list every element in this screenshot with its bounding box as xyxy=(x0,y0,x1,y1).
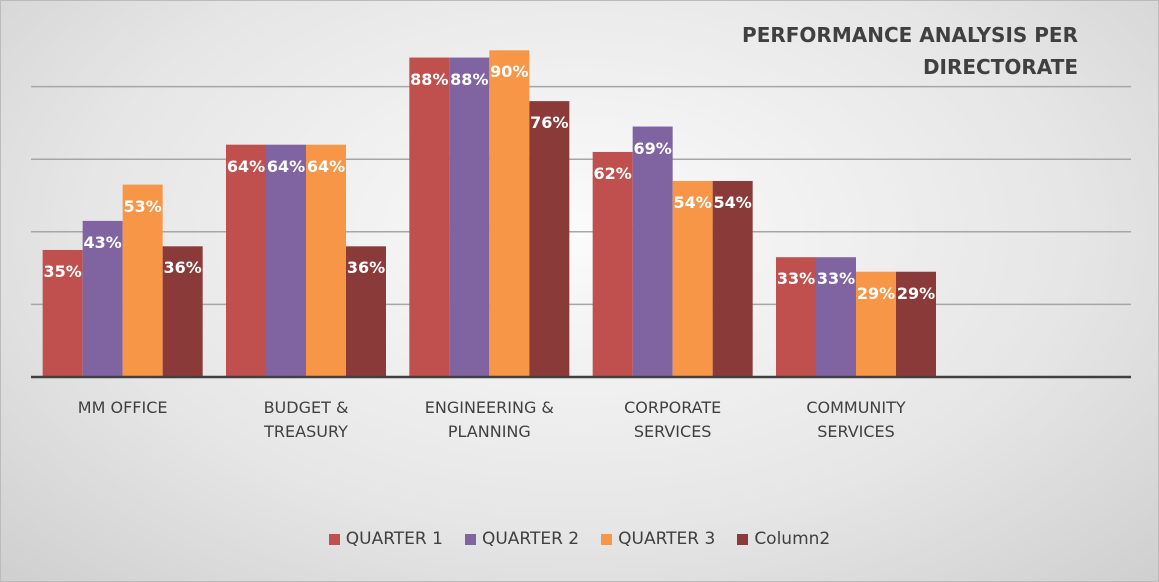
bar xyxy=(306,144,346,377)
data-label: 64% xyxy=(306,156,346,176)
bar xyxy=(632,126,673,377)
data-label: 62% xyxy=(593,163,632,183)
legend-swatch xyxy=(601,533,613,545)
data-label: 64% xyxy=(226,156,266,176)
data-label: 90% xyxy=(490,62,529,82)
legend-item: QUARTER 1 xyxy=(328,529,443,549)
data-label: 54% xyxy=(713,192,752,212)
bar xyxy=(489,50,530,378)
bar xyxy=(162,246,203,377)
legend-swatch xyxy=(737,533,749,545)
bar xyxy=(42,249,83,377)
data-label: 43% xyxy=(83,232,122,252)
data-label: 88% xyxy=(450,69,489,89)
x-tick-label: ENGINEERING & PLANNING xyxy=(424,398,554,441)
legend-label: Column2 xyxy=(754,529,831,549)
data-label: 64% xyxy=(266,156,306,176)
bar xyxy=(82,220,123,377)
data-label: 35% xyxy=(43,261,82,281)
data-label: 76% xyxy=(530,113,569,133)
data-label: 29% xyxy=(856,283,896,303)
x-tick-label: MM OFFICE xyxy=(77,398,168,417)
bar xyxy=(712,180,753,377)
x-tick-label: CORPORATE SERVICES xyxy=(624,398,722,441)
bar xyxy=(122,184,163,377)
bar xyxy=(409,57,450,378)
legend-label: QUARTER 3 xyxy=(618,529,716,549)
bar xyxy=(776,257,816,377)
bar xyxy=(346,246,386,377)
data-label: 33% xyxy=(816,269,856,289)
bar xyxy=(226,144,266,377)
x-tick-label: COMMUNITY SERVICES xyxy=(806,398,906,441)
bar xyxy=(672,180,713,377)
bar xyxy=(856,271,896,377)
bar xyxy=(529,101,570,378)
data-label: 29% xyxy=(896,283,936,303)
data-label: 53% xyxy=(123,196,162,216)
data-label: 36% xyxy=(346,258,386,278)
bar xyxy=(816,257,856,377)
data-label: 54% xyxy=(673,192,712,212)
bar xyxy=(896,271,936,377)
legend-item: QUARTER 3 xyxy=(601,529,715,549)
data-label: 33% xyxy=(776,269,816,289)
x-tick-label: BUDGET & TREASURY xyxy=(263,398,349,441)
legend-item: QUARTER 2 xyxy=(464,529,580,549)
bar xyxy=(449,57,490,378)
data-label: 36% xyxy=(163,258,202,278)
chart-title: PERFORMANCE ANALYSIS PER DIRECTORATE xyxy=(742,23,1078,79)
legend-label: QUARTER 1 xyxy=(345,529,443,549)
data-label: 69% xyxy=(633,138,672,158)
legend-item: Column2 xyxy=(737,529,830,549)
bar xyxy=(266,144,306,377)
data-label: 88% xyxy=(410,69,449,89)
legend-swatch xyxy=(328,533,340,545)
bar xyxy=(592,151,633,377)
legend-swatch xyxy=(464,533,476,545)
legend-label: QUARTER 2 xyxy=(481,529,580,549)
legend: QUARTER 1 QUARTER 2 QUARTER 3 Column2 xyxy=(1,529,1158,549)
